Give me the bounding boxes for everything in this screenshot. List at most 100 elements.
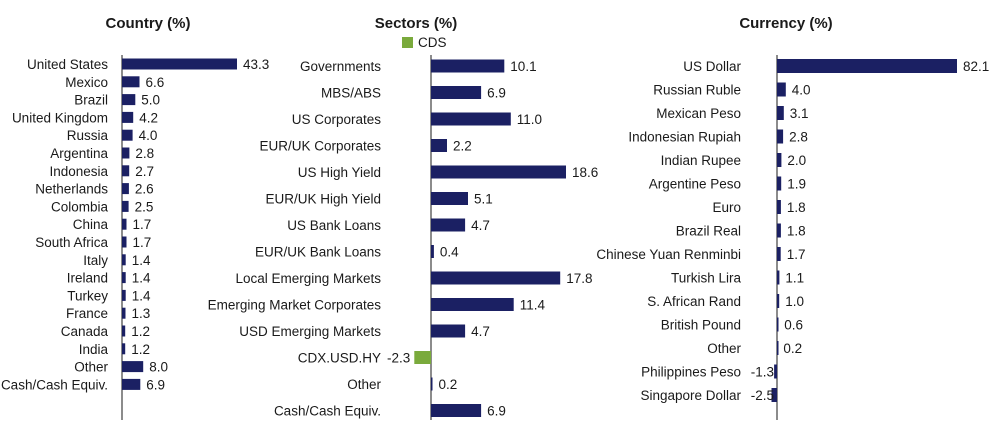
country-bar: [122, 272, 126, 284]
currency-bar: [777, 223, 781, 238]
country-category-label: Mexico: [65, 75, 108, 90]
country-bar: [122, 361, 144, 373]
sector-value-label: 4.7: [471, 324, 490, 339]
country-value-label: 43.3: [243, 57, 269, 72]
sector-value-label: 6.9: [487, 404, 506, 419]
currency-value-label: 1.7: [787, 247, 806, 262]
country-value-label: 1.7: [133, 217, 152, 232]
country-category-label: Cash/Cash Equiv.: [1, 377, 108, 392]
sector-bar: [431, 245, 434, 258]
sector-value-label: 0.4: [440, 245, 459, 260]
country-value-label: 2.7: [135, 164, 154, 179]
country-bar: [122, 147, 130, 159]
country-value-label: 5.0: [141, 93, 160, 108]
country-bar: [122, 254, 126, 266]
currency-category-label: Mexican Peso: [656, 106, 741, 121]
country-bar: [122, 165, 130, 177]
country-value-label: 8.0: [149, 360, 168, 375]
currency-bar: [777, 129, 784, 144]
currency-value-label: -1.3: [751, 365, 774, 380]
currency-category-label: Turkish Lira: [671, 271, 742, 286]
sector-value-label: -2.3: [387, 351, 410, 366]
sector-value-label: 11.4: [520, 298, 546, 313]
country-category-label: Turkey: [67, 288, 108, 303]
currency-bar: [777, 153, 782, 167]
currency-category-label: Euro: [712, 200, 741, 215]
currency-bar: [777, 200, 781, 214]
country-category-label: Brazil: [74, 93, 108, 108]
country-value-label: 6.9: [146, 377, 165, 392]
country-bar: [122, 289, 126, 301]
currency-bar: [777, 317, 779, 332]
country-value-label: 1.2: [131, 342, 150, 357]
currency-bar: [777, 106, 784, 120]
country-value-label: 4.2: [139, 110, 158, 125]
country-bar: [122, 76, 140, 88]
currency-category-label: Argentine Peso: [649, 177, 741, 192]
currency-category-label: Russian Ruble: [653, 83, 741, 98]
country-bar: [122, 183, 129, 195]
sector-value-label: 2.2: [453, 139, 472, 154]
sector-bar: [431, 271, 561, 285]
currency-value-label: 1.0: [785, 294, 804, 309]
currency-category-label: US Dollar: [683, 59, 741, 74]
currency-bar: [771, 388, 777, 402]
sector-bar: [431, 86, 482, 99]
sector-bar: [431, 404, 482, 417]
sector-category-label: Emerging Market Corporates: [208, 298, 382, 313]
currency-value-label: 0.2: [783, 341, 802, 356]
currency-value-label: 4.0: [792, 83, 811, 98]
cds-legend-swatch: [402, 37, 413, 48]
sector-category-label: Local Emerging Markets: [235, 271, 381, 286]
sector-category-label: EUR/UK Corporates: [259, 139, 381, 154]
currency-value-label: 82.1: [963, 59, 989, 74]
sector-bar: [431, 112, 511, 126]
country-category-label: Colombia: [51, 199, 109, 214]
sector-bar: [414, 351, 431, 364]
sector-category-label: MBS/ABS: [321, 86, 381, 101]
country-value-label: 2.6: [135, 182, 154, 197]
sector-value-label: 6.9: [487, 86, 506, 101]
currency-bars: US Dollar 82.1 Russian Ruble 4.0 Mexican Pes…: [596, 59, 989, 403]
sector-category-label: CDX.USD.HY: [298, 351, 381, 366]
country-bar: [122, 129, 133, 141]
country-bar: [122, 307, 126, 319]
sector-bar: [431, 324, 466, 338]
sector-bar: [431, 218, 466, 232]
country-category-label: India: [79, 342, 109, 357]
currency-bar: [777, 176, 782, 191]
currency-category-label: Brazil Real: [676, 224, 741, 239]
country-bar: [122, 236, 127, 248]
country-value-label: 1.4: [132, 288, 151, 303]
currency-value-label: 1.9: [787, 177, 806, 192]
sector-category-label: EUR/UK Bank Loans: [255, 245, 381, 260]
currency-bar: [777, 59, 957, 73]
country-bar: [122, 94, 136, 106]
currency-value-label: 2.0: [787, 153, 806, 168]
sectors-bars: Governments 10.1 MBS/ABS 6.9 US Corporates 11…: [208, 59, 599, 419]
currency-bar: [774, 364, 777, 379]
country-category-label: China: [73, 217, 109, 232]
sector-value-label: 11.0: [517, 112, 542, 127]
country-value-label: 1.4: [132, 271, 151, 286]
sector-category-label: US Bank Loans: [287, 218, 381, 233]
sector-bar: [431, 139, 447, 152]
sector-category-label: Governments: [300, 59, 381, 74]
currency-category-label: Indian Rupee: [661, 153, 741, 168]
currency-bar: [777, 270, 780, 285]
currency-value-label: 0.6: [784, 318, 803, 333]
country-category-label: Ireland: [67, 271, 108, 286]
sector-category-label: EUR/UK High Yield: [265, 192, 381, 207]
country-category-label: United States: [27, 57, 108, 72]
sector-category-label: Other: [347, 377, 381, 392]
currency-value-label: 2.8: [789, 130, 808, 145]
country-category-label: Argentina: [50, 146, 108, 161]
currency-value-label: 3.1: [790, 106, 809, 121]
country-bar: [122, 58, 237, 70]
country-category-label: South Africa: [35, 235, 108, 250]
sectors-chart-title: Sectors (%): [375, 15, 458, 32]
sector-value-label: 0.2: [439, 377, 458, 392]
sector-category-label: Cash/Cash Equiv.: [274, 404, 381, 419]
currency-category-label: S. African Rand: [647, 294, 741, 309]
